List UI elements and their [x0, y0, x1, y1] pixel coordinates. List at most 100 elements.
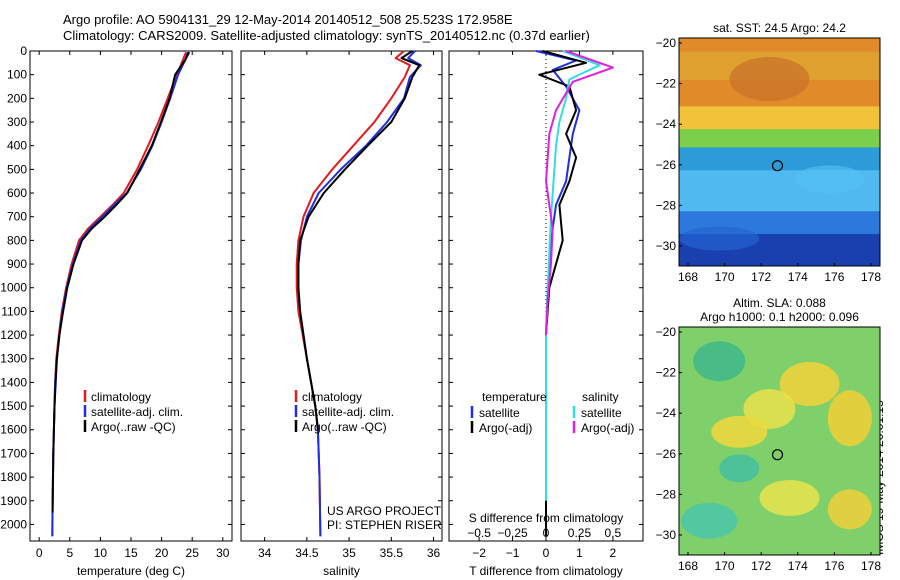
xtick-label: 10 — [94, 546, 108, 560]
legend-temperature-title: temperature — [482, 390, 547, 404]
sst-band — [679, 129, 880, 149]
map-xtick-label: 170 — [715, 270, 735, 284]
difference-xlabel: T difference from climatology — [469, 564, 623, 578]
ytick-label: 900 — [7, 257, 27, 271]
sst-patch — [794, 165, 865, 194]
map-ytick-label: −22 — [656, 77, 677, 91]
xtick-label: 35.5 — [380, 546, 404, 560]
xtick-label: 0 — [543, 546, 550, 560]
xtick-label: 20 — [155, 546, 169, 560]
map-ytick-label: −30 — [656, 528, 677, 542]
xtick-label: 35 — [342, 546, 356, 560]
legend-item: satellite — [479, 406, 520, 420]
sla-blob — [681, 502, 738, 539]
xtick-label: 36 — [427, 546, 441, 560]
ytick-label: 1000 — [0, 281, 27, 295]
map-ytick-label: −26 — [656, 158, 677, 172]
map-xtick-label: 168 — [678, 559, 698, 573]
map-xtick-label: 178 — [861, 559, 881, 573]
s-diff-tick-label: −0.25 — [497, 526, 528, 540]
legend-item: Argo(..raw -QC) — [91, 420, 176, 434]
project-annotation: US ARGO PROJECT — [327, 504, 442, 518]
sla-map: 168 170 172 174 176 178 −20 −22 −24 −26 −28 −30 Alti… — [656, 296, 882, 573]
sst-cool-patch — [679, 226, 760, 251]
ytick-label: 0 — [20, 44, 27, 58]
sla-blob — [827, 489, 872, 530]
xtick-label: 1 — [576, 546, 583, 560]
ytick-label: 200 — [7, 91, 27, 105]
sla-blob — [743, 389, 796, 430]
figure-title-line2: Climatology: CARS2009. Satellite-adjuste… — [63, 28, 590, 43]
ytick-label: 1700 — [0, 446, 27, 460]
series-line-climatology — [295, 50, 411, 537]
sla-blob — [693, 341, 746, 382]
s-diff-tick-label: −0.5 — [467, 526, 491, 540]
figure-title-line1: Argo profile: AO 5904131_29 12-May-2014 … — [63, 12, 513, 27]
sla-blob — [827, 390, 872, 447]
map-ytick-label: −24 — [656, 406, 677, 420]
xtick-label: 15 — [124, 546, 138, 560]
map-xtick-label: 170 — [715, 559, 735, 573]
ytick-label: 1900 — [0, 494, 27, 508]
sla-map-title: Argo h1000: 0.1 h2000: 0.096 — [700, 310, 859, 324]
legend-salinity-title: salinity — [582, 390, 619, 404]
ytick-label: 1400 — [0, 375, 27, 389]
sst-band — [679, 147, 880, 172]
map-xtick-label: 172 — [751, 270, 771, 284]
ytick-label: 400 — [7, 139, 27, 153]
legend-item: Argo(-adj) — [581, 421, 634, 435]
series-line-satellite-adj-clim- — [51, 51, 189, 537]
sla-blob — [759, 480, 820, 516]
xtick-label: 30 — [216, 546, 230, 560]
map-ytick-label: −26 — [656, 447, 677, 461]
map-xtick-label: 176 — [824, 270, 844, 284]
sla-blob — [711, 415, 768, 448]
sla-map-title: Altim. SLA: 0.088 — [733, 296, 826, 310]
map-ytick-label: −20 — [656, 325, 677, 339]
legend-item: climatology — [91, 390, 151, 404]
map-frame — [678, 326, 881, 556]
map-xtick-label: 168 — [678, 270, 698, 284]
salinity-axes-frame — [240, 50, 443, 542]
series-line-satellite — [535, 50, 581, 537]
series-line-climatology — [51, 51, 188, 537]
legend-item: satellite-adj. clim. — [302, 405, 394, 419]
ytick-label: 1800 — [0, 470, 27, 484]
s-diff-tick-label: 0.5 — [605, 526, 622, 540]
xtick-label: 2 — [610, 546, 617, 560]
salinity-xlabel: salinity — [323, 564, 360, 578]
series-line-satellite-adj-clim- — [297, 50, 422, 537]
sst-warm-patch — [729, 57, 810, 102]
map-xtick-label: 174 — [788, 559, 808, 573]
ytick-label: 600 — [7, 186, 27, 200]
salinity-panel: 34 34.5 35 35.5 36 salinity climatologysatelli… — [240, 50, 443, 578]
map-xtick-label: 178 — [861, 270, 881, 284]
map-ytick-label: −24 — [656, 117, 677, 131]
map-xtick-label: 176 — [824, 559, 844, 573]
map-xtick-label: 172 — [751, 559, 771, 573]
legend-item: Argo(..raw -QC) — [302, 420, 387, 434]
ytick-label: 700 — [7, 210, 27, 224]
series-line-salinity-argo-adj- — [545, 50, 614, 336]
map-xtick-label: 174 — [788, 270, 808, 284]
sla-blob — [719, 454, 760, 483]
map-ytick-label: −22 — [656, 366, 677, 380]
xtick-label: 0 — [36, 546, 43, 560]
xtick-label: 34.5 — [295, 546, 319, 560]
xtick-label: 34 — [258, 546, 272, 560]
sst-map: 168 170 172 174 176 178 −20 −22 −24 −26 −28 −30 sat.… — [656, 21, 882, 284]
xtick-label: 25 — [186, 546, 200, 560]
series-line-argo-raw-qc- — [51, 51, 191, 513]
temperature-axes-frame — [29, 50, 233, 542]
sst-map-title: sat. SST: 24.5 Argo: 24.2 — [713, 21, 846, 35]
legend-item: climatology — [302, 390, 362, 404]
project-annotation: PI: STEPHEN RISER — [327, 518, 442, 532]
xtick-label: −1 — [506, 546, 520, 560]
temperature-xlabel: temperature (deg C) — [77, 564, 185, 578]
ytick-label: 100 — [7, 68, 27, 82]
map-ytick-label: −28 — [656, 198, 677, 212]
sla-blob — [779, 362, 840, 406]
argo-float-marker — [771, 449, 784, 461]
